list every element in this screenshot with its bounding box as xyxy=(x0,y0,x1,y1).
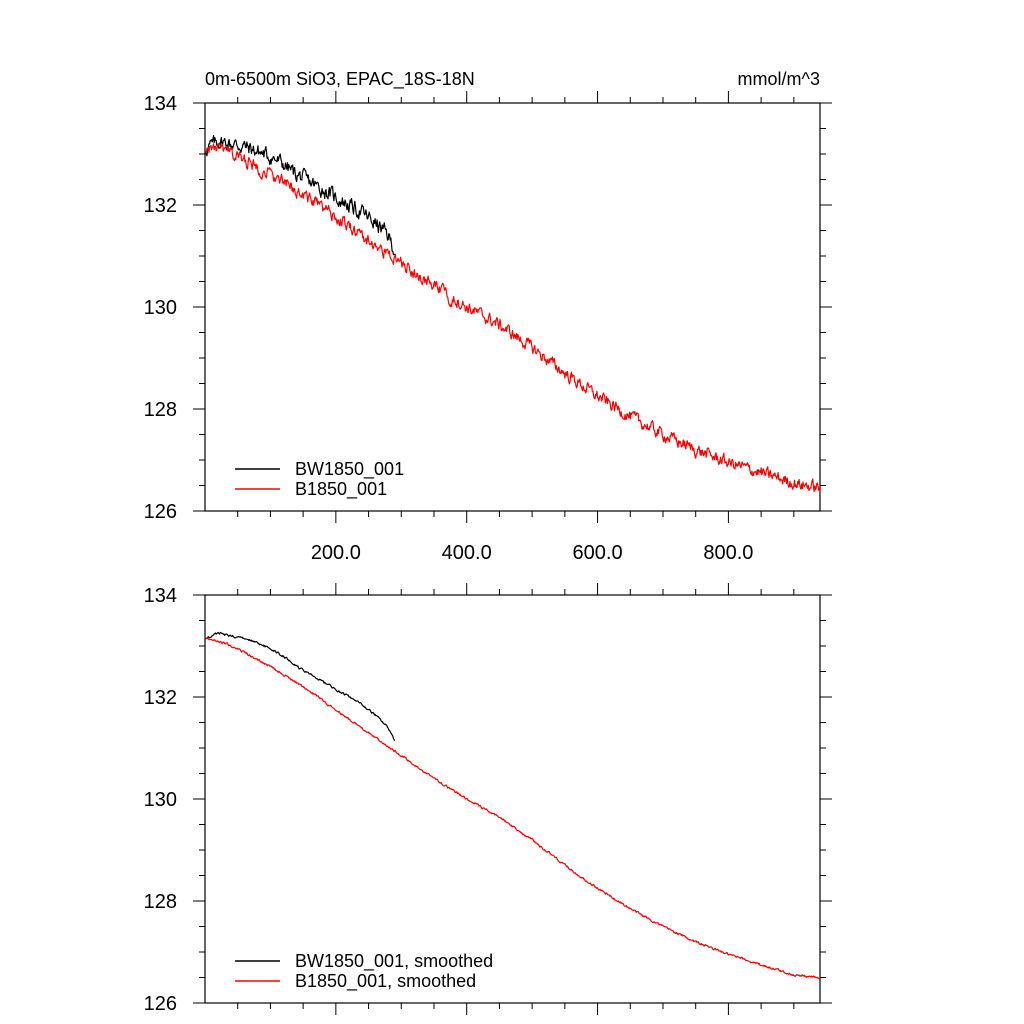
y-tick-label: 134 xyxy=(144,93,177,115)
series-lines xyxy=(205,135,821,493)
units-label: mmol/m^3 xyxy=(738,69,820,89)
panel-raw: 0m-6500m SiO3, EPAC_18S-18N mmol/m^3 126… xyxy=(144,69,832,564)
x-tick-label: 800.0 xyxy=(703,542,753,564)
legend-label: B1850_001, smoothed xyxy=(295,971,476,992)
x-tick-label: 200.0 xyxy=(311,542,361,564)
ticks xyxy=(193,91,832,523)
y-tick-label: 132 xyxy=(144,195,177,217)
x-tick-label: 400.0 xyxy=(442,542,492,564)
y-tick-label: 128 xyxy=(144,399,177,421)
x-tick-label: 600.0 xyxy=(573,542,623,564)
legend-label: B1850_001 xyxy=(295,479,387,500)
series-line-0 xyxy=(205,631,396,742)
x-tick-labels: 200.0 400.0 600.0 800.0 xyxy=(311,542,754,564)
ticks xyxy=(193,583,832,1015)
series-line-1 xyxy=(205,637,821,980)
series-lines xyxy=(205,631,821,980)
plot-frame xyxy=(204,594,821,1004)
plot-frame xyxy=(204,102,821,512)
y-tick-label: 128 xyxy=(144,891,177,913)
legend-label: BW1850_001 xyxy=(295,459,404,480)
y-tick-label: 132 xyxy=(144,687,177,709)
chart-title: 0m-6500m SiO3, EPAC_18S-18N xyxy=(205,69,475,90)
y-tick-labels: 126 128 130 132 134 xyxy=(144,93,177,523)
y-tick-label: 134 xyxy=(144,585,177,607)
y-tick-label: 126 xyxy=(144,993,177,1015)
legend-label: BW1850_001, smoothed xyxy=(295,951,493,972)
y-tick-labels: 126 128 130 132 134 xyxy=(144,585,177,1015)
series-line-1 xyxy=(205,142,821,493)
y-tick-label: 126 xyxy=(144,501,177,523)
y-tick-label: 130 xyxy=(144,297,177,319)
panel-smoothed: 126 128 130 132 134 BW1850_001, smoothedB185… xyxy=(144,583,832,1015)
series-line-0 xyxy=(205,135,396,256)
y-tick-label: 130 xyxy=(144,789,177,811)
